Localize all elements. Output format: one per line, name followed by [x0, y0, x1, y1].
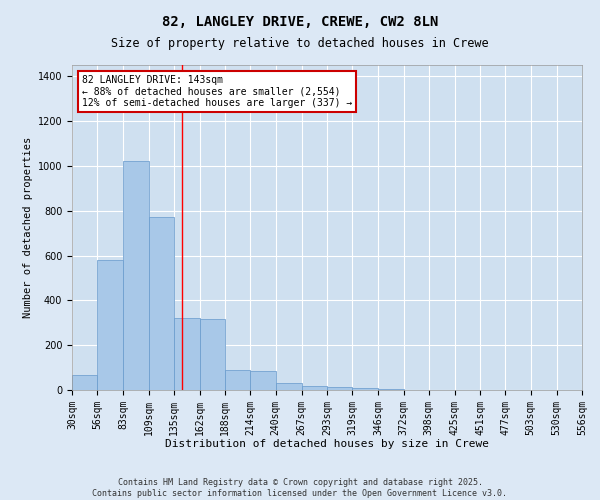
Text: 82 LANGLEY DRIVE: 143sqm
← 88% of detached houses are smaller (2,554)
12% of sem: 82 LANGLEY DRIVE: 143sqm ← 88% of detach…	[82, 74, 352, 108]
Bar	[97, 260, 124, 390]
Bar	[275, 384, 302, 390]
Text: Size of property relative to detached houses in Crewe: Size of property relative to detached ho…	[111, 38, 489, 51]
X-axis label: Distribution of detached houses by size in Crewe: Distribution of detached houses by size …	[165, 439, 489, 449]
Bar	[379, 389, 404, 390]
Bar	[327, 386, 352, 390]
Bar	[200, 320, 225, 390]
Bar	[124, 162, 149, 390]
Bar	[174, 318, 200, 390]
Y-axis label: Number of detached properties: Number of detached properties	[23, 137, 34, 318]
Text: Contains HM Land Registry data © Crown copyright and database right 2025.
Contai: Contains HM Land Registry data © Crown c…	[92, 478, 508, 498]
Text: 82, LANGLEY DRIVE, CREWE, CW2 8LN: 82, LANGLEY DRIVE, CREWE, CW2 8LN	[162, 15, 438, 29]
Bar	[352, 388, 379, 390]
Bar	[225, 370, 250, 390]
Bar	[149, 218, 174, 390]
Bar	[302, 386, 327, 390]
Bar	[72, 376, 97, 390]
Bar	[250, 371, 275, 390]
